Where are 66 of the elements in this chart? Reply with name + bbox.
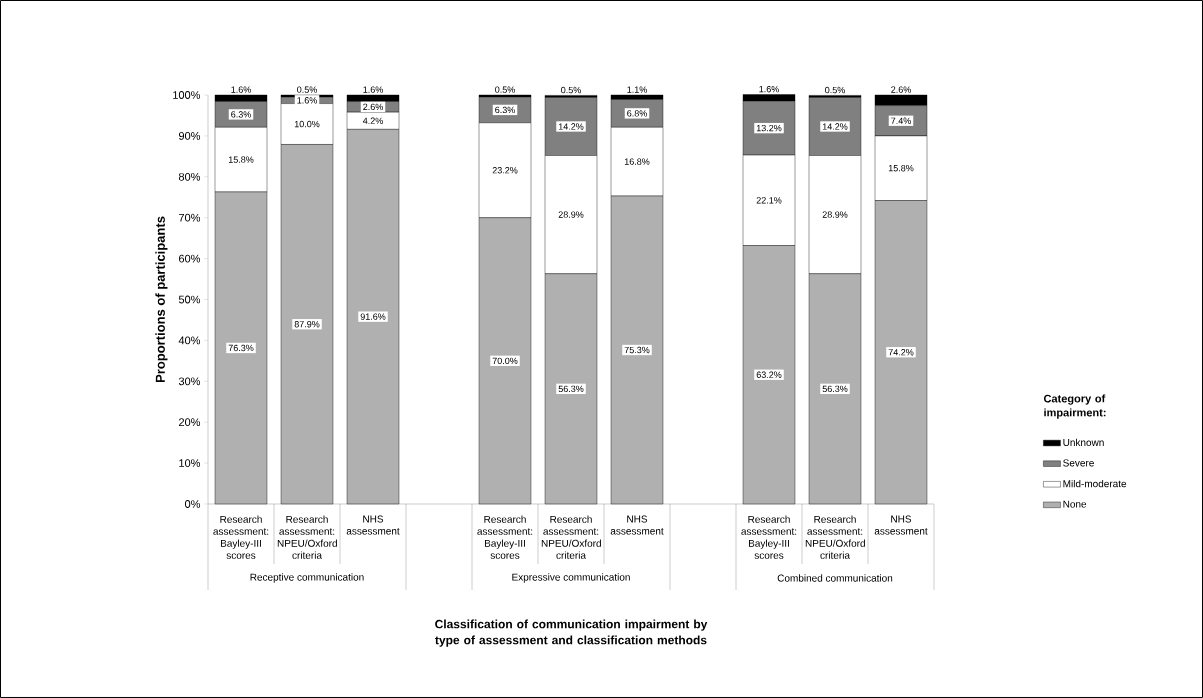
x-tick-label: NHS assessment [346,515,400,535]
y-axis-title: Proportions of participants [155,216,168,383]
data-label: 56.3% [822,385,848,393]
data-label: 4.2% [362,117,383,124]
legend-label: Severe [1063,459,1094,467]
legend-label: Mild-moderate [1063,479,1127,488]
data-label: 15.8% [888,165,914,172]
data-label: 7.4% [891,117,911,124]
text: Expressive communication [512,573,630,583]
data-label: 6.3% [231,111,251,118]
x-tick-label: Research assessment: NPEU/Oxford criteria [277,515,337,559]
text: Receptive communication [250,573,364,583]
data-label: 0.5% [495,86,515,93]
x-tick-label: NHS assessment [874,515,928,535]
data-label: 23.2% [492,167,518,174]
data-label: 75.3% [624,346,650,354]
y-tick-label: 20% [179,418,201,427]
data-label: 63.2% [756,371,782,378]
data-label: 76.3% [228,344,254,352]
data-label: 87.9% [294,321,320,328]
x-tick-label: Research assessment: Bayley-III scores [213,515,269,559]
data-label: 2.6% [363,103,383,111]
x-tick-label: Research assessment: Bayley-III scores [741,515,797,559]
y-tick-label: 60% [179,254,201,263]
data-label: 22.1% [756,197,782,204]
data-label: 91.6% [360,313,386,320]
data-label: 74.2% [888,349,914,356]
y-tick-label: 50% [178,295,201,304]
data-label: 0.5% [561,86,581,94]
data-label: 70.0% [492,357,518,365]
data-label: 6.8% [627,110,647,117]
data-label: 2.6% [891,86,911,93]
y-tick-label: 100% [173,91,201,99]
legend-label: None [1063,500,1087,508]
data-label: 15.8% [228,156,254,163]
y-tick-label: 90% [178,132,201,140]
data-label: 1.1% [627,86,647,93]
data-label: 0.5% [825,86,845,94]
data-label: 16.8% [624,158,650,165]
x-tick-label: Research assessment: NPEU/Oxford criteria [541,515,601,559]
data-label: 10.0% [294,120,320,128]
data-label: 14.2% [558,123,584,130]
text: Classification of communication impairment by type of assessment and classification methods [435,619,708,647]
data-label: 28.9% [822,211,848,218]
data-label: 1.6% [363,86,383,93]
data-label: 14.2% [822,123,848,130]
y-tick-label: 30% [178,377,201,386]
text: Combined communication [777,574,893,582]
y-tick-label: 0% [185,500,201,508]
data-label: 56.3% [558,385,584,393]
data-label: 0.5% [297,86,317,93]
legend-title: Category of impairment: [1043,394,1106,419]
y-tick-label: 70% [179,213,201,222]
x-tick-label: Research assessment: Bayley-III scores [477,515,533,559]
data-label: 28.9% [558,211,584,218]
x-tick-label: NHS assessment [610,515,664,535]
data-label: 1.6% [231,86,251,93]
y-tick-label: 80% [178,172,201,181]
data-label: 1.6% [297,97,317,104]
y-tick-label: 10% [179,459,201,467]
legend-label: Unknown [1063,438,1104,446]
y-tick-label: 40% [178,336,201,345]
x-tick-label: Research assessment: NPEU/Oxford criteria [805,515,865,559]
data-label: 13.2% [756,124,782,132]
data-label: 1.6% [759,86,779,93]
data-label: 6.3% [495,106,515,114]
